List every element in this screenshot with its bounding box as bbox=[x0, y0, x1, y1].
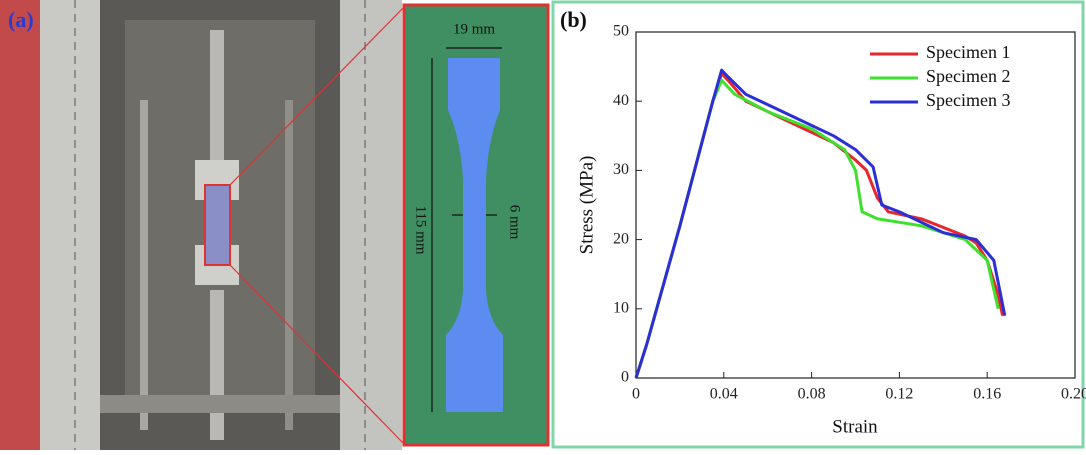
x-tick-label: 0 bbox=[632, 386, 640, 403]
plot-frame bbox=[635, 31, 1076, 379]
x-tick-label: 0.08 bbox=[798, 386, 826, 403]
y-tick-label: 20 bbox=[613, 230, 629, 247]
width-label: 19 mm bbox=[453, 21, 495, 37]
machine-photo bbox=[0, 0, 406, 450]
x-tick-label: 0.12 bbox=[885, 386, 913, 403]
series-line bbox=[634, 68, 1007, 379]
neck-label: 6 mm bbox=[507, 205, 523, 240]
y-tick-label: 30 bbox=[613, 161, 629, 178]
specimen-inset bbox=[402, 3, 550, 447]
legend-label: Specimen 2 bbox=[926, 66, 1010, 86]
y-axis-label: Stress (MPa) bbox=[576, 156, 597, 255]
legend-label: Specimen 1 bbox=[926, 42, 1010, 62]
x-axis-label: Strain bbox=[832, 416, 878, 437]
panel-label: (b) bbox=[560, 7, 587, 32]
x-tick-label: 0.20 bbox=[1061, 386, 1086, 403]
y-tick-label: 10 bbox=[613, 299, 629, 316]
legend-label: Specimen 3 bbox=[926, 90, 1010, 110]
x-tick-label: 0.04 bbox=[710, 386, 738, 403]
y-tick-label: 0 bbox=[621, 369, 629, 386]
chart-frame bbox=[551, 0, 1085, 449]
y-tick-label: 40 bbox=[613, 92, 629, 109]
y-tick-label: 50 bbox=[613, 23, 629, 40]
length-label: 115 mm bbox=[413, 205, 429, 254]
series-line bbox=[634, 72, 1005, 379]
x-tick-label: 0.16 bbox=[973, 386, 1001, 403]
panel-label: (a) bbox=[8, 7, 34, 32]
